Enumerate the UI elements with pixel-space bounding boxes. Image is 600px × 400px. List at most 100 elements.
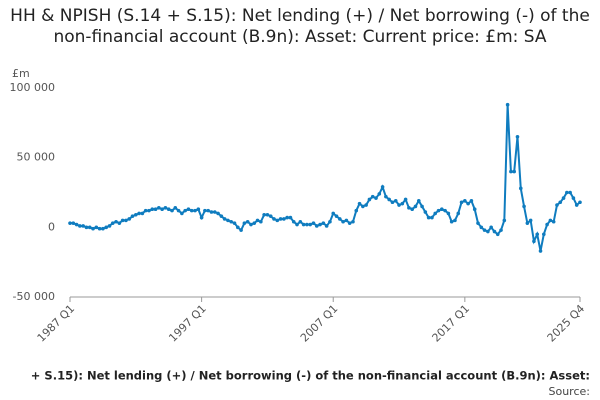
data-point — [186, 207, 191, 212]
data-point — [84, 225, 89, 230]
data-point — [245, 219, 250, 224]
x-tick-label: 2007 Q1 — [298, 302, 341, 345]
data-point — [443, 208, 447, 213]
data-point — [314, 224, 319, 228]
data-point — [170, 208, 174, 213]
data-point — [430, 215, 434, 220]
data-point — [423, 210, 428, 214]
data-point — [512, 169, 516, 174]
data-point — [81, 224, 85, 228]
data-point — [219, 214, 224, 218]
data-line — [70, 104, 581, 252]
data-point — [229, 219, 234, 224]
data-point — [449, 219, 454, 224]
data-point — [163, 206, 168, 210]
data-point — [176, 208, 181, 213]
data-point — [140, 211, 145, 216]
data-point — [463, 199, 467, 203]
data-point — [305, 222, 309, 227]
data-point — [387, 197, 391, 202]
data-point — [120, 218, 125, 223]
data-point — [203, 208, 207, 213]
data-point — [403, 197, 408, 202]
data-point — [466, 201, 470, 206]
data-point — [97, 226, 102, 231]
data-point — [377, 192, 382, 196]
data-point — [255, 218, 260, 223]
data-point — [252, 221, 257, 225]
data-point — [262, 212, 266, 217]
data-point — [400, 201, 405, 206]
data-point — [242, 221, 247, 225]
data-point — [268, 214, 273, 218]
data-point — [515, 134, 520, 139]
data-point — [68, 221, 72, 225]
data-point — [173, 206, 178, 210]
data-point — [509, 169, 513, 174]
data-point — [354, 208, 359, 213]
footer-title: + S.15): Net lending (+) / Net borrowing… — [31, 369, 590, 383]
data-point — [137, 211, 141, 216]
data-point — [321, 221, 326, 225]
data-point — [285, 215, 289, 220]
data-point — [410, 207, 414, 212]
data-point — [565, 190, 569, 195]
data-point — [505, 102, 510, 107]
data-point — [338, 217, 342, 221]
data-point — [278, 217, 283, 221]
data-point — [189, 208, 194, 213]
data-point — [232, 221, 237, 225]
data-point — [272, 217, 276, 221]
data-point — [71, 221, 76, 225]
data-point — [74, 222, 79, 227]
x-tick-label: 1997 Q1 — [166, 302, 209, 345]
data-point — [397, 203, 401, 207]
data-point — [518, 186, 523, 191]
data-point — [180, 211, 184, 216]
data-point — [364, 203, 368, 207]
data-point — [568, 190, 572, 195]
data-point — [183, 208, 187, 213]
data-point — [522, 204, 526, 209]
y-tick-label: 100 000 — [10, 81, 56, 94]
data-point — [199, 215, 204, 220]
data-point — [107, 224, 112, 228]
data-point — [104, 225, 108, 230]
data-point — [209, 210, 214, 214]
data-point — [344, 218, 349, 223]
data-point — [216, 211, 220, 216]
data-point — [361, 204, 365, 209]
data-point — [134, 212, 138, 217]
data-point — [347, 221, 352, 225]
data-point — [548, 218, 553, 223]
data-point — [469, 199, 474, 203]
data-point — [193, 208, 197, 213]
data-point — [492, 229, 497, 234]
data-point — [236, 225, 240, 230]
data-point — [143, 208, 148, 213]
data-point — [308, 222, 312, 227]
data-point — [532, 239, 536, 244]
data-point — [166, 207, 171, 212]
data-point — [525, 221, 530, 225]
data-point — [574, 203, 579, 207]
data-point — [341, 219, 345, 224]
data-point — [482, 228, 487, 232]
x-tick-label: 2025 Q4 — [545, 302, 588, 345]
data-point — [288, 215, 293, 220]
data-point — [499, 228, 503, 232]
data-point — [476, 221, 480, 225]
data-point — [380, 185, 385, 189]
data-point — [542, 232, 546, 237]
y-axis-label: £m — [12, 67, 30, 80]
data-point — [110, 221, 115, 225]
data-point — [226, 218, 230, 223]
data-point — [374, 196, 378, 200]
data-point — [239, 228, 243, 232]
data-point — [535, 232, 540, 237]
y-tick-label: 50 000 — [17, 151, 56, 164]
chart-title: HH & NPISH (S.14 + S.15): Net lending (+… — [10, 6, 590, 47]
data-point — [390, 200, 395, 205]
